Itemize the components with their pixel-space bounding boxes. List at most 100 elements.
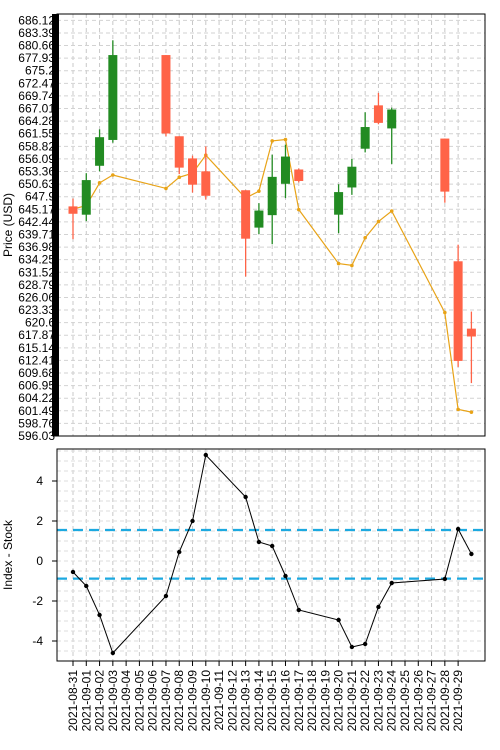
index-point — [336, 261, 341, 266]
top-y-tick-label: 683.39 — [18, 26, 55, 40]
index-point — [97, 181, 102, 185]
spread-point — [389, 580, 394, 586]
top-y-tick-label: 623.33 — [18, 303, 55, 317]
index-point — [350, 263, 354, 268]
top-y-tick-label: 617.87 — [18, 328, 55, 342]
top-y-tick-label: 615.14 — [18, 341, 55, 355]
top-y-tick-label: 675.2 — [25, 64, 55, 78]
x-tick-label: 2021-09-28 — [438, 670, 452, 732]
x-tick-label: 2021-08-31 — [66, 670, 80, 732]
bottom-y-tick-label: -2 — [32, 594, 43, 608]
candle-body — [347, 166, 357, 188]
x-tick-label: 2021-09-24 — [385, 670, 399, 732]
top-y-tick-label: 620.6 — [25, 316, 55, 330]
x-tick-label: 2021-09-29 — [451, 670, 465, 732]
top-left-axis-bar — [52, 14, 59, 436]
x-tick-label: 2021-09-16 — [278, 670, 292, 732]
top-y-tick-label: 631.52 — [18, 265, 55, 279]
index-point — [283, 137, 288, 142]
index-point — [257, 189, 261, 193]
x-tick-label: 2021-09-19 — [318, 670, 332, 732]
x-tick-label: 2021-09-20 — [332, 670, 346, 732]
top-y-tick-label: 634.25 — [18, 253, 55, 267]
x-tick-label: 2021-09-23 — [371, 670, 385, 732]
spread-point — [296, 607, 301, 613]
top-y-tick-label: 604.22 — [18, 391, 55, 405]
index-point — [376, 219, 381, 224]
x-tick-label: 2021-09-11 — [212, 670, 226, 731]
top-plot-frame — [56, 13, 486, 437]
spread-point — [203, 452, 208, 458]
candle-body — [466, 328, 476, 337]
candle-body — [81, 180, 91, 215]
top-y-tick-label: 661.55 — [18, 127, 55, 141]
spread-point — [469, 551, 474, 557]
x-tick-label: 2021-09-26 — [411, 670, 425, 732]
top-y-tick-label: 656.09 — [18, 152, 55, 166]
x-tick-label: 2021-09-04 — [119, 670, 133, 732]
top-y-axis-label: Price (USD) — [1, 193, 15, 257]
top-y-tick-label: 601.49 — [18, 404, 55, 418]
x-tick-label: 2021-09-09 — [186, 670, 200, 732]
spread-point — [336, 617, 341, 623]
spread-point — [70, 569, 76, 575]
x-tick-label: 2021-09-14 — [252, 670, 266, 732]
x-tick-label: 2021-09-08 — [172, 670, 186, 732]
x-tick-label: 2021-09-13 — [239, 670, 253, 732]
x-tick-label: 2021-09-02 — [93, 670, 107, 732]
spread-point — [97, 612, 102, 618]
index-point — [443, 310, 447, 315]
x-tick-label: 2021-09-12 — [225, 670, 239, 732]
candle-body — [294, 169, 304, 182]
bottom-plot-frame — [56, 448, 486, 662]
candlestick-panel: 596.03598.76601.49604.22606.95609.68612.… — [18, 13, 486, 443]
top-y-tick-label: 609.68 — [18, 366, 55, 380]
top-y-tick-label: 596.03 — [18, 429, 55, 443]
top-y-tick-label: 628.79 — [18, 278, 55, 292]
top-y-tick-label: 658.82 — [18, 139, 55, 153]
candle-body — [241, 190, 251, 239]
x-tick-label: 2021-09-10 — [199, 670, 213, 732]
x-tick-label: 2021-09-03 — [106, 670, 120, 732]
x-tick-label: 2021-09-22 — [358, 670, 372, 732]
bottom-y-tick-label: 0 — [36, 554, 43, 568]
top-y-tick-label: 664.28 — [18, 114, 55, 128]
x-tick-label: 2021-09-27 — [425, 670, 439, 732]
index-point — [469, 410, 474, 414]
candle-body — [68, 206, 78, 214]
candle-body — [254, 210, 264, 228]
bottom-y-tick-label: 4 — [36, 474, 43, 488]
spread-point — [177, 549, 182, 555]
candle-body — [453, 261, 463, 361]
top-y-tick-label: 677.93 — [18, 51, 55, 65]
spread-point — [362, 641, 368, 647]
candle-body — [174, 136, 184, 168]
top-y-tick-label: 667.01 — [18, 102, 55, 116]
index-point — [164, 186, 168, 191]
spread-point — [190, 518, 195, 524]
index-point — [270, 139, 275, 143]
candle-body — [334, 192, 344, 215]
candle-body — [161, 55, 171, 134]
spread-point — [243, 494, 248, 500]
index-point — [296, 207, 301, 212]
spread-point — [376, 604, 381, 610]
spread-point — [270, 543, 275, 549]
top-y-tick-label: 672.47 — [18, 76, 55, 90]
candle-body — [108, 55, 118, 140]
top-y-tick-label: 645.17 — [18, 202, 55, 216]
spread-point — [163, 593, 169, 599]
index-point — [363, 235, 367, 240]
top-y-tick-label: 680.66 — [18, 39, 55, 53]
x-tick-label: 2021-09-01 — [79, 670, 93, 732]
top-y-tick-label: 612.41 — [18, 353, 55, 367]
bottom-y-tick-label: -4 — [32, 634, 43, 648]
candle-body — [360, 127, 370, 149]
x-tick-label: 2021-09-21 — [345, 670, 359, 732]
x-tick-label: 2021-09-07 — [159, 670, 173, 732]
top-y-tick-label: 636.98 — [18, 240, 55, 254]
spread-point — [84, 583, 89, 589]
candle-body — [440, 138, 450, 192]
spread-point — [256, 539, 262, 545]
